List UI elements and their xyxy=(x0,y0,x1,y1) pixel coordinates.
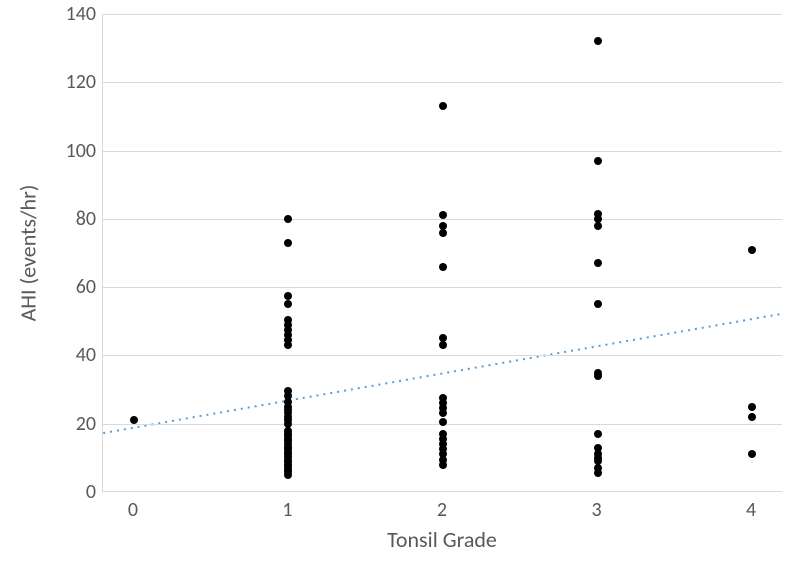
y-tick-label: 80 xyxy=(68,207,96,231)
data-point xyxy=(748,413,756,421)
y-tick-label: 40 xyxy=(68,343,96,367)
y-tick-label: 140 xyxy=(57,2,96,26)
data-point xyxy=(130,416,138,424)
data-point xyxy=(284,239,292,247)
data-point xyxy=(439,211,447,219)
scatter-chart: AHI (events/hr) Tonsil Grade 02040608010… xyxy=(0,0,800,571)
data-point xyxy=(594,157,602,165)
data-point xyxy=(594,450,602,458)
data-point xyxy=(439,222,447,230)
data-point xyxy=(439,263,447,271)
data-point xyxy=(439,341,447,349)
data-point xyxy=(594,222,602,230)
y-tick-label: 0 xyxy=(79,480,96,504)
x-tick-label: 1 xyxy=(282,498,292,522)
y-tick-label: 20 xyxy=(68,412,96,436)
data-point xyxy=(594,37,602,45)
data-point xyxy=(439,430,447,438)
data-point xyxy=(748,403,756,411)
data-point xyxy=(748,246,756,254)
y-tick-label: 100 xyxy=(57,139,96,163)
data-point xyxy=(439,334,447,342)
data-point xyxy=(439,418,447,426)
x-tick-label: 3 xyxy=(591,498,601,522)
data-point xyxy=(594,259,602,267)
data-point xyxy=(284,427,292,435)
plot-area xyxy=(102,14,782,492)
data-point xyxy=(594,464,602,472)
gridline xyxy=(103,151,782,152)
data-point xyxy=(594,369,602,377)
data-point xyxy=(284,300,292,308)
gridline xyxy=(103,287,782,288)
gridline xyxy=(103,82,782,83)
x-tick-label: 0 xyxy=(128,498,138,522)
data-point xyxy=(594,300,602,308)
y-axis-label: AHI (events/hr) xyxy=(15,185,42,322)
data-point xyxy=(284,292,292,300)
y-tick-label: 60 xyxy=(68,275,96,299)
data-point xyxy=(439,394,447,402)
data-point xyxy=(594,444,602,452)
data-point xyxy=(594,430,602,438)
data-point xyxy=(439,102,447,110)
gridline xyxy=(103,14,782,15)
data-point xyxy=(284,316,292,324)
x-axis-label: Tonsil Grade xyxy=(387,526,497,553)
data-point xyxy=(594,210,602,218)
y-tick-label: 120 xyxy=(57,70,96,94)
data-point xyxy=(439,229,447,237)
x-tick-label: 2 xyxy=(437,498,447,522)
data-point xyxy=(284,215,292,223)
gridline xyxy=(103,355,782,356)
x-tick-label: 4 xyxy=(746,498,756,522)
data-point xyxy=(748,450,756,458)
data-point xyxy=(284,387,292,395)
